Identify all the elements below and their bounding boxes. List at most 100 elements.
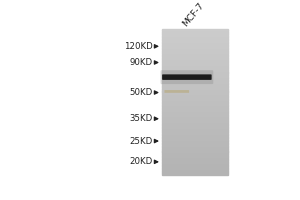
Bar [162,97,228,99]
Bar [162,108,228,109]
Bar [162,94,228,96]
FancyBboxPatch shape [162,74,211,80]
Bar [162,62,228,64]
FancyBboxPatch shape [160,70,213,84]
Bar [162,102,228,103]
Bar [162,138,228,140]
Bar [162,165,228,166]
Bar [162,119,228,121]
Bar [162,64,228,65]
Bar [162,43,228,45]
Bar [162,146,228,147]
Bar [162,171,228,172]
FancyBboxPatch shape [164,90,189,93]
Text: 90KD: 90KD [130,58,153,67]
Bar [162,30,228,32]
Bar [162,71,228,73]
Bar [162,156,228,157]
Bar [162,143,228,144]
Bar [162,48,228,49]
Bar [162,87,228,89]
Bar [162,74,228,75]
Bar [162,100,228,102]
Bar [162,162,228,163]
Bar [162,151,228,153]
Bar [162,166,228,168]
Bar [162,59,228,61]
Bar [162,128,228,130]
Bar [162,70,228,71]
Bar [162,125,228,127]
Text: 25KD: 25KD [129,137,153,146]
Bar [162,159,228,160]
Bar [162,96,228,97]
Bar [162,132,228,134]
Bar [162,65,228,67]
Bar [162,55,228,56]
Text: 50KD: 50KD [129,88,153,97]
Bar [162,147,228,149]
Bar [162,83,228,84]
Text: MCF-7: MCF-7 [181,1,206,29]
Bar [162,56,228,58]
Bar [162,61,228,62]
Bar [162,141,228,143]
Bar [162,78,228,80]
Bar [162,75,228,77]
Bar [162,42,228,43]
Text: 35KD: 35KD [129,114,153,123]
Bar [162,169,228,171]
Bar [162,33,228,34]
Bar [162,34,228,36]
Bar [162,134,228,135]
Bar [162,149,228,150]
Bar [162,68,228,70]
Bar [162,89,228,90]
Bar [162,168,228,169]
Bar [162,109,228,111]
Bar [162,86,228,87]
Bar [162,163,228,165]
Bar [162,130,228,131]
Bar [162,127,228,128]
Bar [162,51,228,52]
Bar [162,113,228,115]
Bar [162,131,228,132]
Bar [162,77,228,78]
Bar [162,121,228,122]
Bar [162,137,228,138]
Bar [162,93,228,94]
Bar [162,49,228,51]
Bar [162,111,228,112]
Bar [162,115,228,116]
Bar [162,37,228,39]
Bar [162,103,228,105]
Bar [162,53,228,55]
Bar [162,153,228,154]
Bar [162,72,228,74]
Bar [162,172,228,173]
Bar [162,32,228,33]
Bar [162,45,228,46]
Bar [162,84,228,86]
Bar [162,124,228,125]
Bar [162,99,228,100]
Bar [162,52,228,53]
Bar [162,135,228,137]
Bar [162,160,228,162]
Bar [162,46,228,48]
Text: 120KD: 120KD [124,42,153,51]
Bar [162,116,228,118]
Text: 20KD: 20KD [129,157,153,166]
Bar [162,36,228,37]
Bar [162,173,228,175]
Bar [162,112,228,113]
Bar [162,90,228,92]
Bar [162,40,228,42]
Bar [162,144,228,146]
Bar [162,81,228,83]
Bar [162,58,228,59]
Bar [162,154,228,156]
Bar [162,29,228,30]
Bar [162,140,228,141]
